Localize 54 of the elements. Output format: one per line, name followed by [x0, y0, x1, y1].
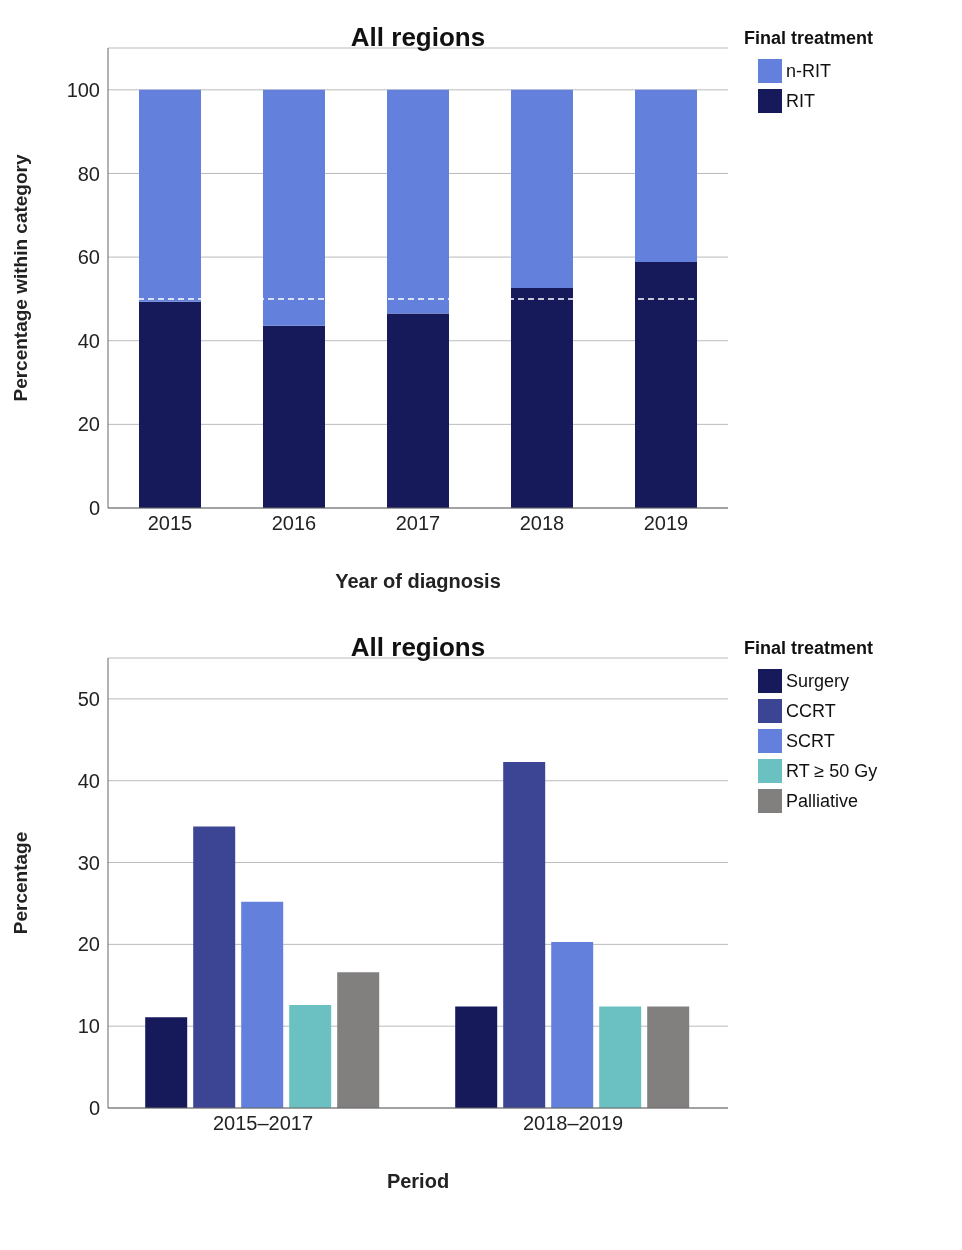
x-tick-label: 2015	[147, 512, 193, 535]
legend-label: SCRT	[786, 730, 835, 752]
bar	[511, 89, 573, 289]
bar	[289, 1004, 332, 1108]
y-tick-label: 40	[77, 329, 100, 352]
chart-title: All regions	[349, 632, 487, 663]
legend-label: CCRT	[786, 700, 836, 722]
y-tick-label: 0	[88, 497, 100, 520]
y-tick-label: 40	[77, 769, 100, 792]
bar	[193, 826, 236, 1108]
x-tick-label: 2016	[271, 512, 317, 535]
x-axis-title: Year of diagnosis	[335, 570, 501, 592]
bar	[635, 262, 697, 508]
y-tick-label: 80	[77, 162, 100, 185]
bar	[337, 972, 380, 1108]
y-tick-label: 10	[77, 1015, 100, 1038]
y-tick-label: 60	[77, 246, 100, 269]
legend-label: RT ≥ 50 Gy	[786, 760, 878, 782]
x-tick-label: 2019	[643, 512, 689, 535]
bar	[139, 89, 201, 302]
x-tick-label: 2018–2019	[522, 1112, 624, 1135]
x-tick-label: 2015–2017	[212, 1112, 314, 1135]
x-tick-label: 2018	[519, 512, 565, 535]
y-tick-label: 0	[88, 1097, 100, 1120]
bar	[263, 325, 325, 508]
bar	[635, 89, 697, 263]
y-tick-label: 30	[77, 851, 100, 874]
legend-label: Palliative	[786, 790, 859, 812]
bar	[139, 301, 201, 508]
bar	[455, 1006, 498, 1108]
x-axis-title: Period	[386, 1170, 450, 1192]
legend-title: Final treatment	[744, 28, 874, 49]
legend-title: Final treatment	[744, 638, 875, 659]
x-tick-label: 2017	[395, 512, 441, 535]
bar	[145, 1017, 188, 1108]
bar	[387, 89, 449, 314]
bar	[503, 761, 546, 1108]
legend-label: RIT	[786, 90, 815, 112]
bar	[511, 288, 573, 508]
y-tick-label: 20	[77, 413, 100, 436]
bar	[241, 901, 284, 1108]
y-tick-label: 20	[77, 933, 100, 956]
y-axis-title: Percentage within category	[9, 154, 31, 402]
bar	[599, 1006, 642, 1108]
y-tick-label: 100	[66, 78, 100, 101]
legend-label: Surgery	[786, 670, 850, 692]
bar	[647, 1006, 690, 1108]
chart-title: All regions	[349, 22, 487, 53]
legend-label: n-RIT	[786, 60, 831, 82]
bar	[387, 313, 449, 508]
y-axis-title: Percentage	[9, 831, 31, 935]
bar	[263, 89, 325, 326]
y-tick-label: 50	[77, 688, 100, 711]
bar	[551, 941, 594, 1108]
